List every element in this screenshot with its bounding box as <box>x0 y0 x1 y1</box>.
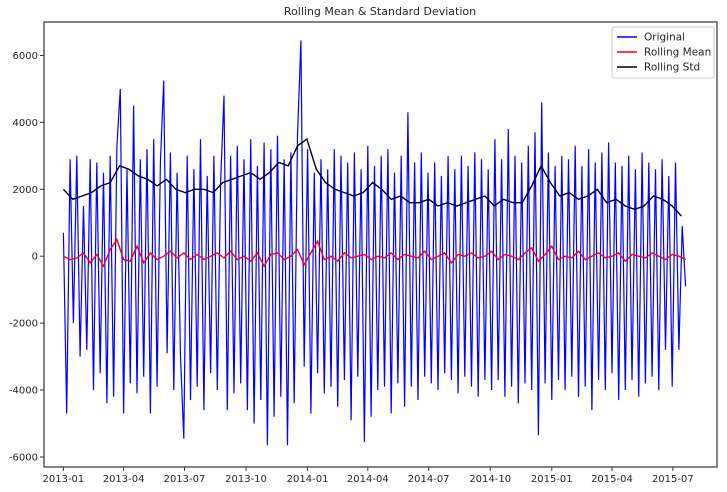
legend-label: Original <box>644 32 685 44</box>
series-line-original <box>62 40 687 446</box>
y-tick-label: 2000 <box>13 185 38 196</box>
x-tick-label: 2014-01 <box>287 474 329 485</box>
x-tick-label: 2013-04 <box>103 474 145 485</box>
series-line-rolling-std <box>62 137 683 217</box>
x-tick-label: 2013-10 <box>225 474 267 485</box>
chart-title: Rolling Mean & Standard Deviation <box>284 5 476 18</box>
x-tick-label: 2015-07 <box>652 474 694 485</box>
legend: Original Rolling Mean Rolling Std <box>611 26 715 79</box>
x-tick-label: 2013-07 <box>164 474 206 485</box>
plot-frame <box>43 21 718 468</box>
y-tick-label: 6000 <box>13 51 38 62</box>
y-axis: -6000 -4000 -2000 0 2000 4000 6000 <box>9 51 44 463</box>
x-tick-label: 2015-01 <box>531 474 573 485</box>
series-line-rolling-mean <box>63 237 686 268</box>
x-tick-label: 2014-10 <box>469 474 511 485</box>
y-tick-label: -4000 <box>9 386 38 397</box>
legend-box <box>611 26 715 79</box>
y-tick-label: 0 <box>32 252 38 263</box>
x-axis: 2013-01 2013-04 2013-07 2013-10 2014-01 2014-… <box>43 467 694 485</box>
plot-area <box>62 40 687 446</box>
y-tick-label: -6000 <box>9 452 38 463</box>
legend-label: Rolling Mean <box>644 47 711 59</box>
y-tick-label: -2000 <box>9 319 38 330</box>
x-tick-label: 2014-07 <box>408 474 450 485</box>
x-tick-label: 2013-01 <box>43 474 85 485</box>
x-tick-label: 2014-04 <box>347 474 389 485</box>
y-tick-label: 4000 <box>13 118 38 129</box>
x-tick-label: 2015-04 <box>591 474 633 485</box>
legend-label: Rolling Std <box>644 62 700 74</box>
